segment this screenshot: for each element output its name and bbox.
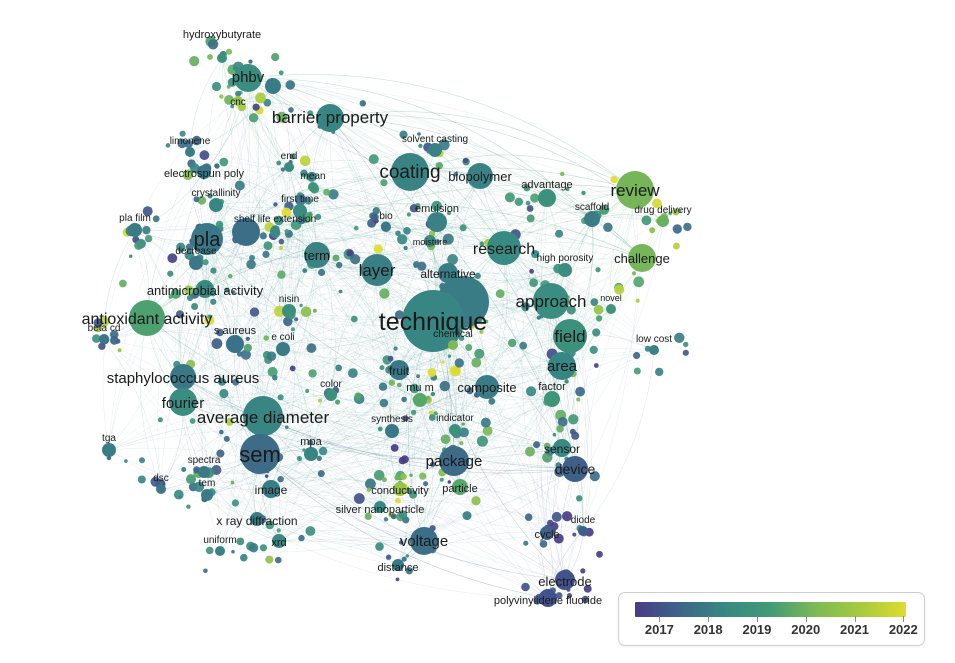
- svg-text:uniform: uniform: [203, 535, 236, 546]
- svg-text:mu m: mu m: [406, 382, 434, 394]
- svg-text:cnc: cnc: [230, 97, 246, 108]
- svg-text:mpa: mpa: [300, 436, 322, 448]
- svg-text:particle: particle: [442, 483, 477, 495]
- svg-text:barrier property: barrier property: [272, 108, 389, 127]
- svg-text:coating: coating: [379, 162, 440, 183]
- svg-text:review: review: [610, 181, 660, 200]
- svg-text:layer: layer: [359, 261, 396, 280]
- svg-text:composite: composite: [457, 380, 516, 395]
- svg-text:tga: tga: [102, 433, 116, 444]
- svg-text:biopolymer: biopolymer: [448, 169, 512, 184]
- svg-text:nisin: nisin: [279, 294, 300, 305]
- svg-text:decrease: decrease: [175, 246, 217, 257]
- svg-text:approach: approach: [516, 292, 587, 311]
- svg-text:staphylococcus aureus: staphylococcus aureus: [107, 370, 260, 387]
- svg-text:end: end: [281, 151, 298, 162]
- svg-text:bio: bio: [379, 211, 393, 222]
- svg-text:silver nanoparticle: silver nanoparticle: [336, 504, 425, 516]
- svg-text:synthesis: synthesis: [371, 414, 413, 425]
- svg-text:antimicrobial activity: antimicrobial activity: [147, 283, 264, 298]
- svg-text:sensor: sensor: [544, 442, 580, 456]
- svg-text:xrd: xrd: [271, 537, 286, 549]
- svg-text:advantage: advantage: [521, 179, 572, 191]
- svg-text:area: area: [547, 358, 578, 375]
- svg-text:polyvinylidene fluoride: polyvinylidene fluoride: [494, 595, 602, 607]
- svg-text:tem: tem: [199, 478, 216, 489]
- svg-text:pla film: pla film: [119, 213, 151, 224]
- svg-text:chemical: chemical: [433, 329, 472, 340]
- svg-text:novel: novel: [600, 293, 622, 303]
- svg-text:first time: first time: [281, 194, 319, 205]
- svg-text:cycle: cycle: [534, 529, 559, 541]
- svg-text:average diameter: average diameter: [197, 408, 330, 427]
- svg-text:emulsion: emulsion: [415, 203, 459, 215]
- svg-text:drug delivery: drug delivery: [634, 205, 691, 216]
- svg-text:device: device: [555, 461, 596, 477]
- svg-text:electrospun poly: electrospun poly: [164, 168, 245, 180]
- svg-text:sem: sem: [239, 442, 281, 467]
- svg-text:field: field: [554, 327, 585, 346]
- svg-text:electrode: electrode: [538, 574, 591, 589]
- svg-text:x ray diffraction: x ray diffraction: [216, 514, 297, 528]
- svg-text:e coli: e coli: [271, 332, 294, 343]
- svg-text:high porosity: high porosity: [537, 253, 594, 264]
- svg-text:distance: distance: [378, 562, 419, 574]
- svg-text:hydroxybutyrate: hydroxybutyrate: [183, 29, 261, 41]
- svg-text:beta cd: beta cd: [88, 323, 121, 334]
- svg-text:factor: factor: [538, 381, 566, 393]
- svg-text:indicator: indicator: [436, 413, 474, 424]
- svg-text:scaffold: scaffold: [575, 202, 609, 213]
- svg-text:limonene: limonene: [170, 136, 211, 147]
- svg-text:voltage: voltage: [400, 533, 448, 550]
- svg-text:fruit: fruit: [389, 364, 410, 378]
- svg-text:shelf life extension: shelf life extension: [234, 214, 316, 225]
- svg-text:solvent casting: solvent casting: [402, 134, 468, 145]
- svg-text:package: package: [426, 453, 483, 470]
- svg-text:s aureus: s aureus: [214, 325, 257, 337]
- svg-text:challenge: challenge: [614, 251, 670, 266]
- svg-text:phbv: phbv: [232, 69, 265, 86]
- svg-text:conductivity: conductivity: [371, 485, 429, 497]
- svg-text:dsc: dsc: [153, 473, 169, 484]
- svg-text:term: term: [304, 248, 330, 263]
- svg-text:moisture: moisture: [413, 237, 448, 247]
- svg-text:spectra: spectra: [188, 455, 221, 466]
- svg-text:diode: diode: [571, 515, 596, 526]
- svg-text:mean: mean: [300, 171, 325, 182]
- svg-text:crystallinity: crystallinity: [192, 188, 241, 199]
- svg-text:research: research: [473, 241, 535, 258]
- svg-text:color: color: [320, 379, 342, 390]
- svg-text:low cost: low cost: [636, 334, 672, 345]
- svg-text:alternative: alternative: [420, 267, 476, 281]
- svg-text:image: image: [255, 483, 288, 497]
